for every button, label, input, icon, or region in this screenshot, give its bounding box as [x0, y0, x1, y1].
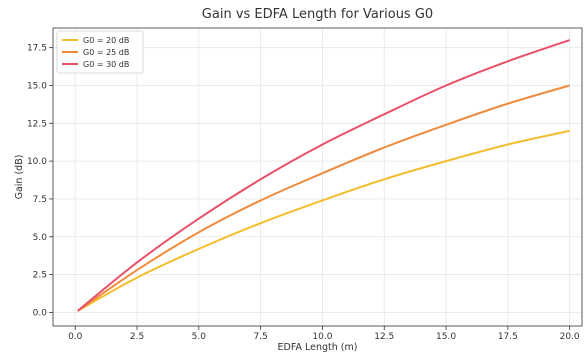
y-tick-label: 15.0 — [27, 81, 47, 91]
y-tick-label: 2.5 — [33, 271, 47, 281]
x-tick-label: 5.0 — [192, 332, 207, 342]
series-line-2 — [77, 84, 570, 312]
x-axis-ticks: 0.0 2.5 5.0 7.5 10.0 12.5 15.0 17.5 20.0 — [68, 326, 580, 342]
y-tick-label: 12.5 — [27, 119, 47, 129]
y-tick-label: 17.5 — [27, 44, 47, 54]
x-tick-label: 0.0 — [68, 332, 83, 342]
y-axis-ticks: 0.0 2.5 5.0 7.5 10.0 12.5 15.0 17.5 — [27, 44, 53, 318]
legend-label: G0 = 20 dB — [83, 36, 129, 45]
x-axis-label: EDFA Length (m) — [278, 342, 358, 353]
y-tick-label: 10.0 — [27, 157, 47, 167]
legend-label: G0 = 30 dB — [83, 60, 129, 69]
chart-title: Gain vs EDFA Length for Various G0 — [202, 7, 433, 22]
x-tick-label: 2.5 — [130, 332, 144, 342]
y-tick-label: 5.0 — [33, 233, 48, 243]
x-tick-label: 15.0 — [436, 332, 456, 342]
series-line-1 — [77, 129, 570, 312]
y-tick-label: 7.5 — [33, 195, 47, 205]
x-tick-label: 12.5 — [374, 332, 394, 342]
legend-box — [56, 30, 144, 74]
series-line-3 — [77, 39, 570, 312]
plot-area — [52, 27, 583, 327]
x-tick-label: 17.5 — [498, 332, 518, 342]
x-tick-label: 20.0 — [560, 332, 580, 342]
y-axis-label: Gain (dB) — [14, 155, 25, 200]
series-lines — [77, 39, 570, 312]
y-tick-label: 0.0 — [33, 308, 48, 318]
x-tick-label: 10.0 — [312, 332, 332, 342]
x-tick-label: 7.5 — [253, 332, 267, 342]
legend-label: G0 = 25 dB — [83, 48, 129, 57]
legend: G0 = 20 dB G0 = 25 dB G0 = 30 dB — [56, 30, 144, 74]
